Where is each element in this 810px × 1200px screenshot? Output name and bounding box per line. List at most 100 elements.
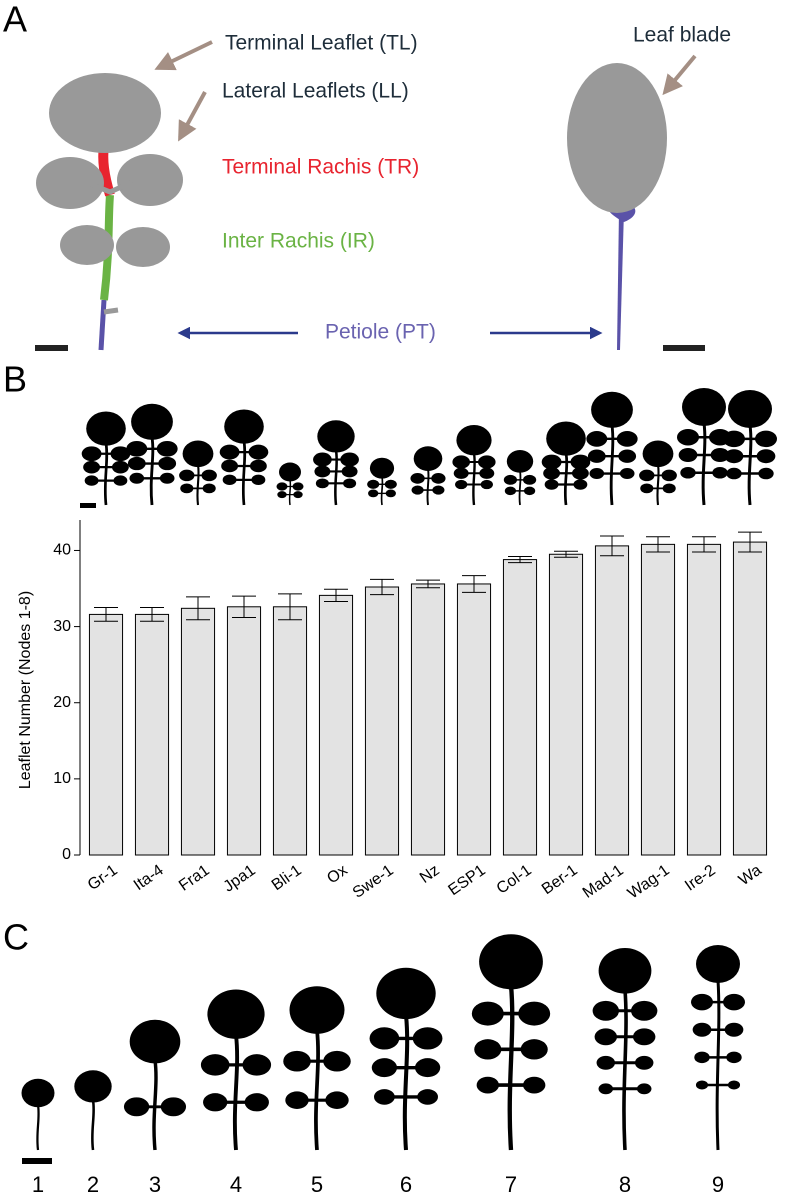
leaf-blade-shape	[567, 63, 667, 213]
plant-leaflet	[289, 986, 345, 1034]
plant-leaflet	[632, 1028, 656, 1046]
plant-leaflet	[369, 1027, 400, 1050]
plant-leaflet	[160, 1097, 187, 1117]
leaflet-stalk	[87, 179, 134, 195]
arrow	[178, 91, 207, 142]
plant-stem	[747, 424, 753, 506]
plant-leaflet	[631, 1000, 658, 1021]
error-bar	[692, 536, 716, 553]
plant-leaflet	[293, 491, 303, 499]
plant-leaflet	[544, 479, 559, 490]
plant-leaflet	[506, 450, 534, 473]
x-tick-label: Ox	[324, 862, 351, 888]
error-bar	[186, 596, 210, 621]
plant-stem	[314, 1029, 320, 1151]
plant-leaflet	[412, 1027, 443, 1050]
plant-leaflet	[340, 452, 359, 467]
plant-leaflet	[724, 449, 744, 464]
plant-leaflet	[591, 391, 633, 428]
plant-leaflet	[592, 1000, 619, 1021]
plant-leaflet	[541, 454, 562, 470]
scale-bar	[80, 503, 96, 508]
plant-leaflet	[695, 1080, 709, 1090]
plant-leaflet	[292, 482, 304, 491]
plant-leaflet	[677, 428, 699, 446]
error-bar	[370, 578, 394, 596]
plant-leaflet	[432, 485, 445, 495]
plant-leaflet	[110, 446, 131, 462]
stage-label: 8	[619, 1172, 631, 1197]
plant-leaflet	[219, 444, 240, 460]
plant-leaflet	[385, 489, 396, 498]
x-tick-label: Swe-1	[350, 862, 397, 902]
plant-leaflet	[680, 466, 696, 479]
plant-leaflet	[376, 967, 436, 1020]
bar	[502, 559, 538, 856]
bar	[594, 545, 630, 856]
plant-leaflet	[694, 1051, 710, 1064]
bar	[548, 553, 584, 856]
annotation: Terminal Leaflet (TL)	[225, 32, 418, 55]
plant-leaflet	[74, 1070, 112, 1103]
plant-leaflet	[159, 472, 175, 484]
plant-leaflet	[543, 466, 561, 480]
bar	[134, 613, 170, 856]
plant-leaflet	[315, 478, 329, 489]
x-tick-label: Fra1	[176, 862, 213, 895]
bar	[732, 541, 768, 856]
plant-stem	[609, 424, 615, 506]
plant-leaflet	[662, 483, 676, 494]
plant-leaflet	[756, 449, 776, 464]
plant-leaflet	[598, 1083, 614, 1095]
plant-leaflet	[83, 460, 101, 474]
plant-leaflet	[586, 431, 608, 447]
plant-leaflet	[523, 474, 537, 485]
plant-leaflet	[417, 1089, 438, 1105]
plant-leaflet	[456, 425, 492, 456]
plant-leaflet	[224, 409, 264, 444]
stage-label: 7	[505, 1172, 517, 1197]
stage-label: 1	[32, 1172, 44, 1197]
plant-leaflet	[158, 456, 177, 471]
lateral-leaflet-shape	[60, 225, 114, 265]
plant-stem	[334, 449, 338, 506]
plant-leaflet	[126, 440, 148, 457]
plant-leaflet	[726, 467, 742, 480]
plant-leaflet	[712, 466, 728, 479]
bar	[180, 607, 216, 856]
stage-label: 4	[230, 1172, 242, 1197]
plant-leaflet	[21, 1078, 55, 1108]
plant-leaflet	[571, 466, 589, 480]
plant-leaflet	[180, 483, 194, 494]
plant-stem	[36, 1104, 40, 1151]
plant-stem	[656, 464, 660, 506]
x-tick-label: ESP1	[445, 862, 488, 899]
bar	[410, 583, 446, 856]
error-bar	[416, 579, 440, 589]
plant-leaflet	[453, 467, 469, 479]
plant-leaflet	[523, 486, 536, 496]
plant-leaflet	[727, 1080, 741, 1090]
plant-leaflet	[503, 474, 517, 485]
plant-leaflet	[384, 479, 397, 489]
plant-stem	[152, 1059, 158, 1151]
bar	[640, 543, 676, 856]
plant-leaflet	[317, 420, 355, 453]
x-tick-label: Ber-1	[539, 862, 581, 898]
plant-leaflet	[471, 1001, 504, 1026]
plant-leaflet	[414, 1058, 441, 1078]
plant-leaflet	[201, 469, 217, 482]
plant-leaflet	[314, 465, 331, 478]
plant-leaflet	[692, 1022, 712, 1037]
plant-stem	[507, 984, 515, 1151]
plant-leaflet	[480, 479, 493, 490]
lateral-leaflet-shape	[116, 227, 170, 267]
plant-leaflet	[639, 469, 655, 482]
plant-leaflet	[371, 1058, 398, 1078]
arrow	[662, 54, 697, 96]
plant-stem	[701, 422, 707, 506]
plant-leaflet	[661, 469, 677, 482]
plant-leaflet	[123, 1097, 150, 1117]
plant-leaflet	[476, 1076, 499, 1094]
